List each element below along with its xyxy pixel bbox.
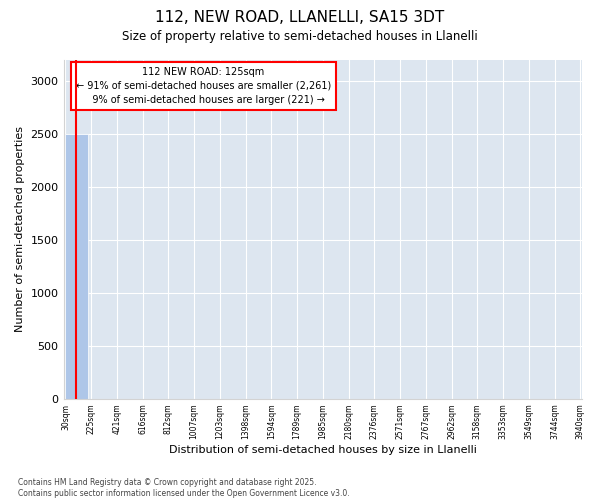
X-axis label: Distribution of semi-detached houses by size in Llanelli: Distribution of semi-detached houses by … <box>169 445 477 455</box>
Text: Size of property relative to semi-detached houses in Llanelli: Size of property relative to semi-detach… <box>122 30 478 43</box>
Text: 112 NEW ROAD: 125sqm
← 91% of semi-detached houses are smaller (2,261)
   9% of : 112 NEW ROAD: 125sqm ← 91% of semi-detac… <box>76 67 331 105</box>
Text: 112, NEW ROAD, LLANELLI, SA15 3DT: 112, NEW ROAD, LLANELLI, SA15 3DT <box>155 10 445 25</box>
Y-axis label: Number of semi-detached properties: Number of semi-detached properties <box>15 126 25 332</box>
Bar <box>65 134 88 399</box>
Text: Contains HM Land Registry data © Crown copyright and database right 2025.
Contai: Contains HM Land Registry data © Crown c… <box>18 478 350 498</box>
